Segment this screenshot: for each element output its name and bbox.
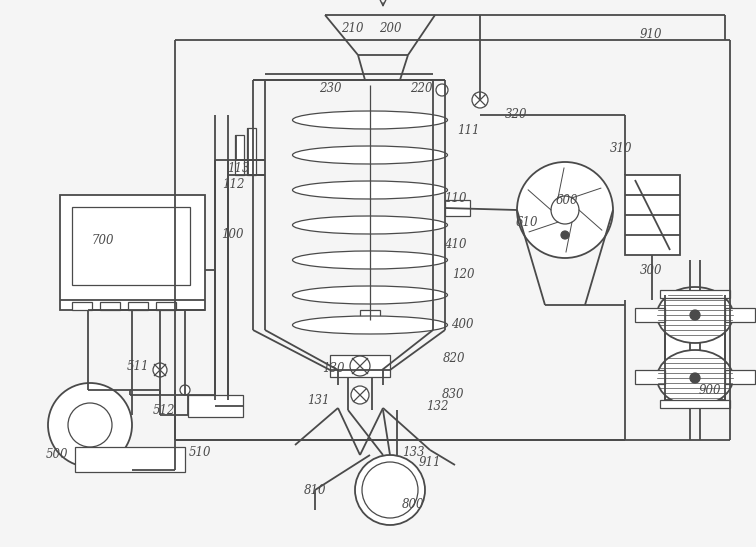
Text: 512: 512	[153, 404, 175, 416]
Bar	[360, 310, 380, 325]
Circle shape	[561, 231, 569, 239]
Bar	[660, 400, 730, 408]
Circle shape	[517, 162, 613, 258]
Bar	[72, 302, 92, 310]
Circle shape	[351, 386, 369, 404]
Text: 132: 132	[426, 399, 448, 412]
Circle shape	[48, 383, 132, 467]
Text: 911: 911	[419, 457, 442, 469]
Ellipse shape	[657, 287, 733, 343]
Bar	[60, 195, 205, 310]
Text: 800: 800	[401, 498, 424, 511]
Text: 300: 300	[640, 264, 662, 276]
Bar	[665, 295, 725, 400]
Text: 230: 230	[319, 82, 341, 95]
Ellipse shape	[293, 316, 448, 334]
Bar	[635, 370, 665, 384]
Text: 120: 120	[452, 269, 474, 282]
Ellipse shape	[293, 111, 448, 129]
Text: 112: 112	[222, 178, 244, 191]
Ellipse shape	[293, 181, 448, 199]
Text: 610: 610	[516, 216, 538, 229]
Circle shape	[350, 356, 370, 376]
Bar	[128, 302, 148, 310]
Bar	[625, 175, 680, 255]
Circle shape	[472, 92, 488, 108]
Bar	[725, 308, 755, 322]
Text: 111: 111	[457, 124, 479, 137]
Text: 900: 900	[699, 383, 721, 397]
Text: 500: 500	[46, 449, 68, 462]
Bar	[660, 290, 730, 298]
Circle shape	[153, 363, 167, 377]
Bar	[445, 200, 470, 216]
Bar	[635, 308, 665, 322]
Text: 113: 113	[227, 161, 249, 174]
Text: 130: 130	[322, 362, 344, 375]
Circle shape	[68, 403, 112, 447]
Text: 200: 200	[379, 21, 401, 34]
Text: 410: 410	[444, 238, 466, 252]
Text: 810: 810	[304, 484, 327, 497]
Circle shape	[690, 310, 700, 320]
Circle shape	[372, 472, 408, 508]
Circle shape	[180, 385, 190, 395]
Bar	[725, 370, 755, 384]
Circle shape	[690, 373, 700, 383]
Bar	[75, 447, 185, 472]
Text: 830: 830	[442, 388, 464, 401]
Text: 600: 600	[556, 194, 578, 207]
Text: 310: 310	[610, 142, 632, 154]
Circle shape	[362, 462, 418, 518]
Circle shape	[551, 196, 579, 224]
Ellipse shape	[293, 216, 448, 234]
Text: 133: 133	[401, 445, 424, 458]
Text: 100: 100	[221, 229, 243, 241]
Text: 700: 700	[91, 234, 114, 247]
Text: 210: 210	[341, 21, 363, 34]
Ellipse shape	[293, 251, 448, 269]
Ellipse shape	[293, 146, 448, 164]
Circle shape	[355, 455, 425, 525]
Text: 220: 220	[410, 82, 432, 95]
Bar	[100, 302, 120, 310]
Text: 820: 820	[443, 352, 465, 364]
Text: 400: 400	[451, 318, 473, 331]
Text: 320: 320	[505, 108, 527, 121]
Bar	[330, 355, 390, 377]
Bar	[72, 207, 190, 285]
Text: 910: 910	[640, 28, 662, 42]
Ellipse shape	[657, 350, 733, 406]
Text: 511: 511	[127, 360, 149, 374]
Bar	[188, 395, 243, 417]
Bar	[156, 302, 176, 310]
Ellipse shape	[293, 286, 448, 304]
Text: 110: 110	[444, 191, 466, 205]
Circle shape	[436, 84, 448, 96]
Text: 131: 131	[307, 393, 330, 406]
Bar	[235, 135, 244, 175]
Text: 510: 510	[189, 446, 211, 459]
Bar	[247, 128, 256, 175]
